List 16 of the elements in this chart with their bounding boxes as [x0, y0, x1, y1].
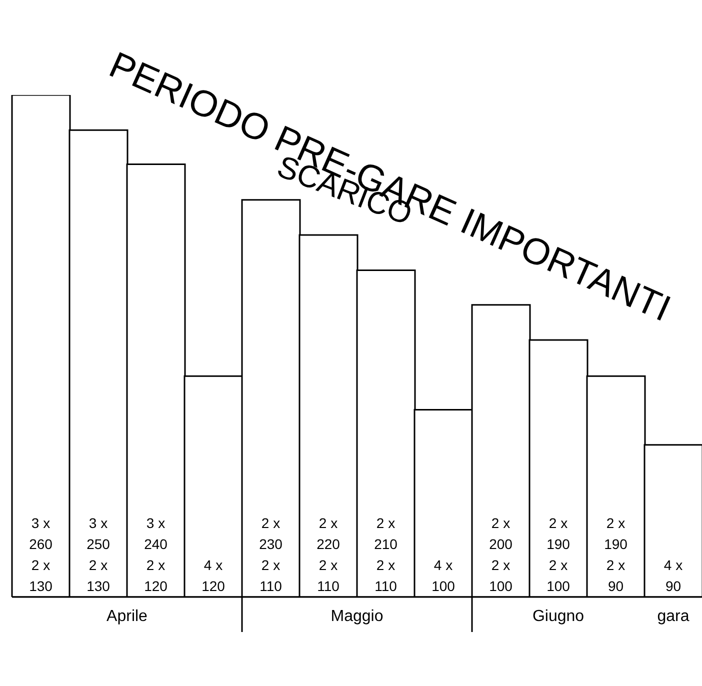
x-tick-label: 2 x 190 2 x 100	[546, 515, 570, 594]
x-tick-label: 2 x 200 2 x 100	[489, 515, 513, 594]
text: Maggio	[330, 608, 384, 625]
x-tick-label: 4 x 100	[432, 557, 456, 594]
text: Giugno	[532, 608, 584, 625]
x-tick-label: 2 x 190 2 x 90	[604, 515, 628, 594]
text: Aprile	[106, 608, 148, 625]
x-tick-label: 3 x 250 2 x 130	[86, 515, 110, 594]
x-tick-label: 4 x 120	[202, 557, 226, 594]
x-tick-label: 4 x 90	[664, 557, 683, 594]
x-tick-label: 3 x 240 2 x 120	[144, 515, 168, 594]
text: gara	[657, 608, 690, 625]
x-tick-label: 2 x 210 2 x 110	[374, 515, 398, 594]
x-tick-label: 3 x 260 2 x 130	[29, 515, 53, 594]
x-tick-label: 2 x 230 2 x 110	[259, 515, 283, 594]
x-tick-label: 2 x 220 2 x 110	[316, 515, 340, 594]
